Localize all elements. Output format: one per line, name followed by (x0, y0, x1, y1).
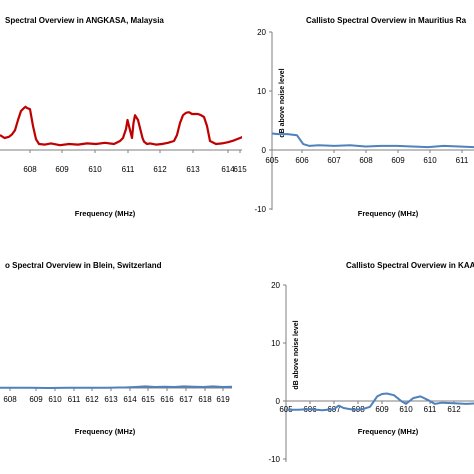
x-tick-label: 609 (29, 395, 43, 404)
chart-panel-4: Callisto Spectral Overview in KAA 20 10 0 -1… (268, 261, 474, 464)
x-tick-label: 608 (3, 395, 17, 404)
chart-panel-2: Callisto Spectral Overview in Mauritius … (254, 16, 474, 218)
x-tick-label: 608 (359, 156, 373, 165)
x-tick-label: 612 (85, 395, 99, 404)
y-tick-label: 10 (257, 87, 266, 96)
y-tick-label: -10 (268, 455, 280, 464)
x-tick-label: 610 (399, 405, 413, 414)
chart-title: o Spectral Overview in Blein, Switzerlan… (5, 261, 162, 270)
x-tick-label: 609 (55, 165, 69, 174)
x-tick-label: 612 (447, 405, 461, 414)
x-tick-label: 610 (423, 156, 437, 165)
x-tick-label: 609 (391, 156, 405, 165)
y-tick-label: 20 (257, 28, 266, 37)
series-line (272, 132, 474, 149)
x-axis-label: Frequency (MHz) (75, 427, 136, 436)
y-tick-label: 20 (271, 281, 280, 290)
y-tick-label: -10 (254, 205, 266, 214)
x-tick-label: 608 (23, 165, 37, 174)
chart-panel-1: Spectral Overview in ANGKASA, Malaysia 60… (0, 16, 247, 218)
series-line (0, 385, 232, 389)
x-tick-label: 614 (221, 165, 235, 174)
x-tick-label: 617 (179, 395, 193, 404)
x-tick-label: 612 (153, 165, 167, 174)
y-axis-label: dB above noise level (293, 320, 300, 389)
x-axis-label: Frequency (MHz) (75, 209, 136, 218)
chart-title: Callisto Spectral Overview in KAA (346, 261, 474, 270)
chart-title: Spectral Overview in ANGKASA, Malaysia (5, 16, 164, 25)
x-tick-label: 611 (424, 405, 437, 414)
x-tick-label: 615 (233, 165, 247, 174)
x-tick-label: 615 (141, 395, 155, 404)
x-tick-label: 610 (48, 395, 62, 404)
x-tick-label: 605 (265, 156, 279, 165)
y-tick-label: 0 (262, 146, 267, 155)
x-tick-label: 611 (456, 156, 469, 165)
chart-panel-3: o Spectral Overview in Blein, Switzerlan… (0, 261, 232, 436)
y-axis-label: dB above noise level (279, 68, 286, 137)
chart-title: Callisto Spectral Overview in Mauritius … (306, 16, 467, 25)
x-tick-label: 607 (327, 156, 341, 165)
series-line (286, 392, 474, 412)
x-axis-label: Frequency (MHz) (358, 427, 419, 436)
series-line (0, 105, 242, 147)
x-tick-label: 619 (216, 395, 230, 404)
x-tick-label: 606 (295, 156, 309, 165)
x-axis-label: Frequency (MHz) (358, 209, 419, 218)
y-tick-label: 0 (276, 397, 281, 406)
x-tick-label: 613 (186, 165, 200, 174)
y-tick-label: 10 (271, 339, 280, 348)
x-tick-label: 614 (123, 395, 137, 404)
x-tick-label: 611 (122, 165, 135, 174)
x-tick-label: 610 (88, 165, 102, 174)
x-tick-label: 611 (68, 395, 81, 404)
x-tick-label: 609 (375, 405, 389, 414)
x-tick-label: 616 (160, 395, 174, 404)
x-tick-label: 613 (104, 395, 118, 404)
x-tick-label: 618 (198, 395, 212, 404)
